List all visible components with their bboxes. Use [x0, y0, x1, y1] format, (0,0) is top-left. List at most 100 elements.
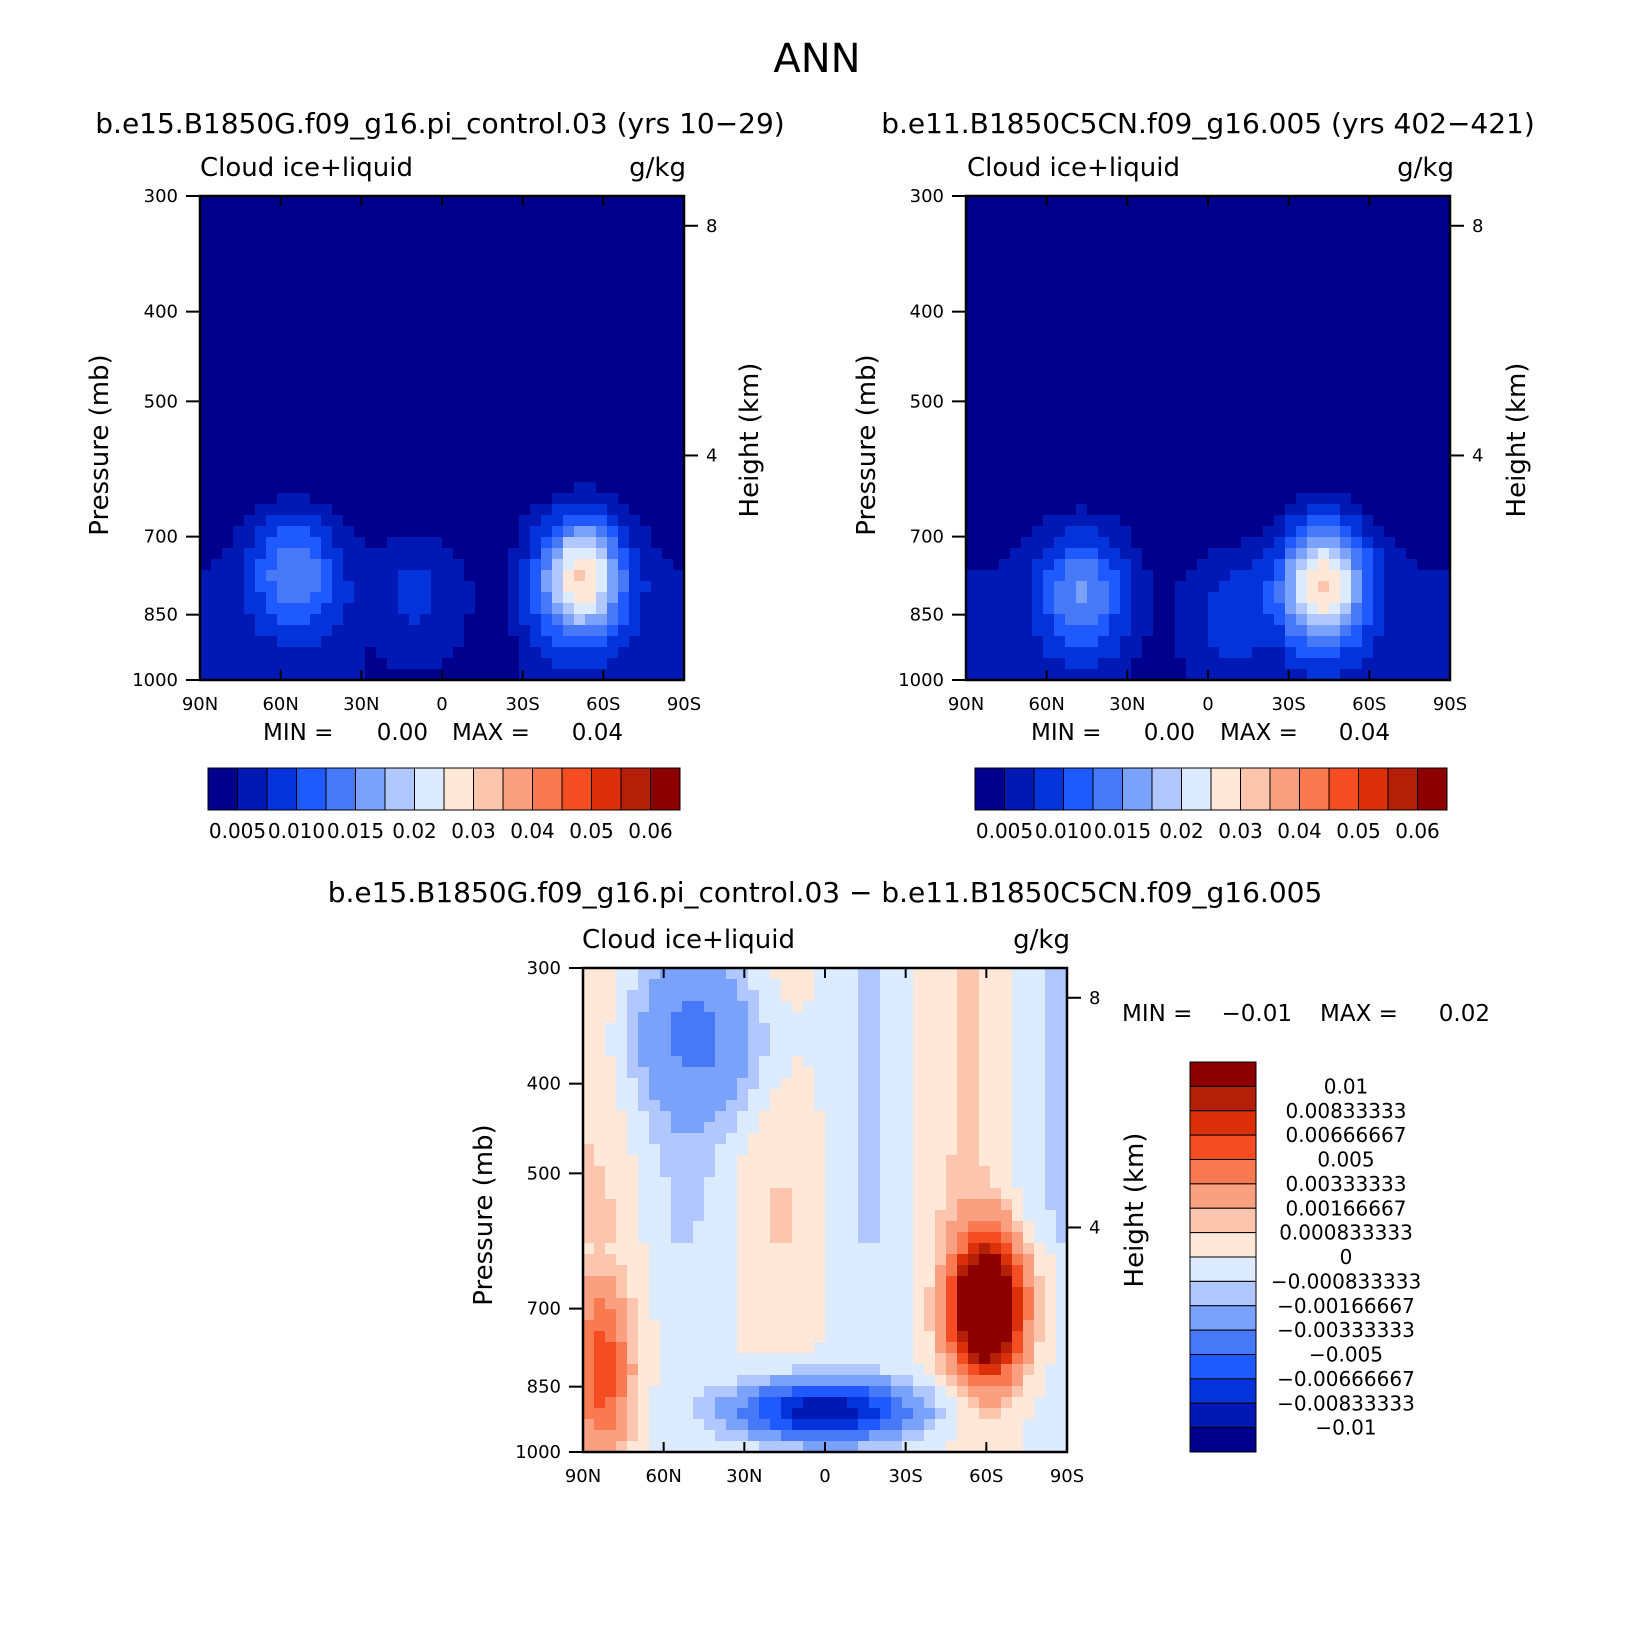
- field-cell: [1142, 537, 1154, 549]
- field-cell: [1197, 438, 1209, 450]
- field-cell: [1054, 251, 1066, 263]
- field-cell: [1098, 482, 1110, 494]
- field-cell: [1230, 295, 1242, 307]
- field-cell: [616, 1243, 628, 1255]
- field-cell: [574, 240, 586, 252]
- field-cell: [552, 405, 564, 417]
- field-cell: [519, 383, 531, 395]
- field-cell: [244, 218, 256, 230]
- field-cell: [999, 218, 1011, 230]
- field-cell: [376, 405, 388, 417]
- field-cell: [999, 603, 1011, 615]
- field-cell: [475, 515, 487, 527]
- field-cell: [1043, 669, 1055, 681]
- field-cell: [715, 1188, 727, 1200]
- field-cell: [442, 559, 454, 571]
- field-cell: [1021, 460, 1033, 472]
- field-cell: [1175, 515, 1187, 527]
- field-cell: [1087, 284, 1099, 296]
- field-cell: [222, 361, 234, 373]
- field-cell: [277, 515, 289, 527]
- field-cell: [354, 361, 366, 373]
- field-cell: [627, 1287, 639, 1299]
- field-cell: [387, 482, 399, 494]
- field-cell: [585, 196, 597, 208]
- field-cell: [673, 592, 685, 604]
- field-cell: [442, 570, 454, 582]
- field-cell: [519, 262, 531, 274]
- field-cell: [781, 1001, 793, 1013]
- field-cell: [1439, 515, 1451, 527]
- field-cell: [673, 262, 685, 274]
- field-cell: [354, 559, 366, 571]
- field-cell: [1241, 438, 1253, 450]
- field-cell: [1417, 372, 1429, 384]
- field-cell: [552, 559, 564, 571]
- field-cell: [1296, 603, 1308, 615]
- field-cell: [1274, 416, 1286, 428]
- field-cell: [737, 1254, 749, 1266]
- field-cell: [1076, 295, 1088, 307]
- field-cell: [244, 405, 256, 417]
- field-cell: [1318, 207, 1330, 219]
- field-cell: [1219, 460, 1231, 472]
- field-cell: [277, 658, 289, 670]
- field-cell: [1054, 581, 1066, 593]
- field-cell: [475, 482, 487, 494]
- field-cell: [266, 350, 278, 362]
- field-cell: [640, 295, 652, 307]
- field-cell: [277, 537, 289, 549]
- field-cell: [475, 339, 487, 351]
- y-tick-label: 300: [910, 186, 944, 207]
- field-cell: [420, 438, 432, 450]
- field-cell: [1021, 361, 1033, 373]
- field-cell: [988, 240, 1000, 252]
- field-cell: [1351, 515, 1363, 527]
- field-cell: [1186, 295, 1198, 307]
- field-cell: [552, 306, 564, 318]
- x-tick-label: 90S: [667, 694, 701, 715]
- field-cell: [715, 1254, 727, 1266]
- field-cell: [398, 449, 410, 461]
- field-cell: [638, 1034, 650, 1046]
- field-cell: [1098, 537, 1110, 549]
- field-cell: [1263, 251, 1275, 263]
- field-cell: [770, 1320, 782, 1332]
- field-cell: [1406, 240, 1418, 252]
- field-cell: [1285, 526, 1297, 538]
- field-cell: [726, 1243, 738, 1255]
- field-cell: [1131, 427, 1143, 439]
- field-cell: [803, 1001, 815, 1013]
- field-cell: [1318, 603, 1330, 615]
- field-cell: [814, 990, 826, 1002]
- field-cell: [277, 218, 289, 230]
- field-cell: [640, 405, 652, 417]
- field-cell: [1417, 548, 1429, 560]
- field-cell: [1065, 515, 1077, 527]
- field-cell: [1274, 306, 1286, 318]
- field-cell: [759, 1067, 771, 1079]
- field-cell: [475, 504, 487, 516]
- field-cell: [409, 383, 421, 395]
- field-cell: [277, 438, 289, 450]
- field-cell: [1131, 284, 1143, 296]
- field-cell: [453, 504, 465, 516]
- field-cell: [1384, 416, 1396, 428]
- field-cell: [1274, 460, 1286, 472]
- field-cell: [1428, 361, 1440, 373]
- field-cell: [594, 990, 606, 1002]
- field-cell: [1142, 449, 1154, 461]
- field-cell: [1208, 361, 1220, 373]
- field-cell: [266, 207, 278, 219]
- field-cell: [1164, 537, 1176, 549]
- field-cell: [233, 427, 245, 439]
- field-cell: [1010, 460, 1022, 472]
- field-cell: [288, 207, 300, 219]
- field-cell: [574, 394, 586, 406]
- field-cell: [605, 1353, 617, 1365]
- field-cell: [1109, 218, 1121, 230]
- field-cell: [1076, 636, 1088, 648]
- field-cell: [651, 295, 663, 307]
- field-cell: [1395, 438, 1407, 450]
- field-cell: [651, 515, 663, 527]
